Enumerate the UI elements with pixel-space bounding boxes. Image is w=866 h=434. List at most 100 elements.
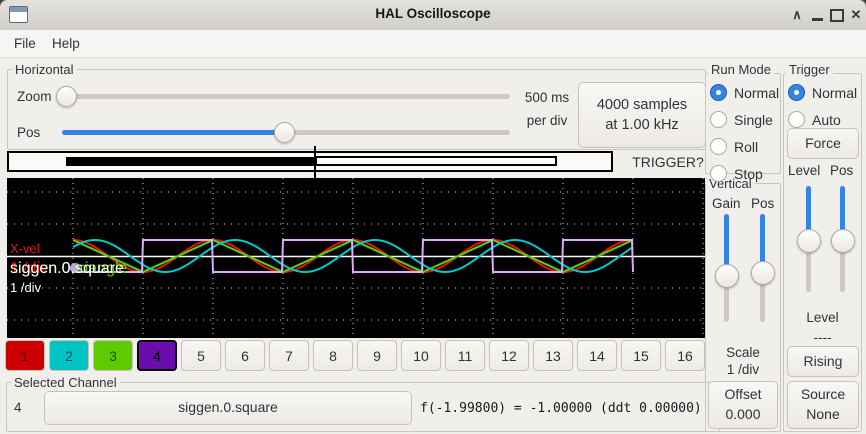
channel-button-13[interactable]: 13 — [533, 340, 573, 371]
trigger-pos-slider-fill — [840, 186, 845, 241]
scope-ch1-name: X-vel — [10, 241, 40, 256]
samples-button[interactable]: 4000 samples at 1.00 kHz — [578, 82, 706, 148]
record-position-bar — [7, 151, 613, 172]
offset-caption: Offset — [724, 386, 762, 403]
selected-channel-frame-label: Selected Channel — [11, 375, 120, 390]
radio-run_mode-stop[interactable]: Stop — [710, 165, 763, 182]
radio-label: Normal — [812, 84, 858, 101]
scope-canvas — [7, 178, 705, 338]
menu-file[interactable]: File — [14, 36, 36, 51]
channel-button-15[interactable]: 15 — [621, 340, 661, 371]
run-mode-frame-label: Run Mode — [708, 62, 774, 77]
channel-button-row: 1 2 3 4 5 6 7 8 9 10 11 12 13 14 15 16 — [5, 340, 705, 371]
channel-button-1[interactable]: 1 — [5, 340, 45, 371]
radio-label: Auto — [812, 111, 841, 128]
radio-run_mode-single[interactable]: Single — [710, 111, 773, 128]
source-caption: Source — [800, 386, 846, 403]
radio-icon[interactable] — [788, 111, 805, 128]
radio-label: Normal — [734, 84, 780, 101]
radio-icon[interactable] — [710, 165, 727, 182]
channel-button-3[interactable]: 3 — [93, 340, 133, 371]
samples-line2: at 1.00 kHz — [605, 117, 679, 133]
record-captured-segment — [66, 157, 315, 166]
trigger-pos-slider-thumb[interactable] — [831, 229, 855, 253]
radio-trigger-auto[interactable]: Auto — [788, 111, 841, 128]
channel-readout: f(-1.99800) = -1.00000 (ddt 0.00000) — [420, 401, 702, 416]
force-button-label: Force — [805, 134, 841, 151]
radio-icon[interactable] — [710, 84, 727, 101]
channel-button-14[interactable]: 14 — [577, 340, 617, 371]
source-button[interactable]: Source None — [787, 381, 859, 429]
channel-name-button[interactable]: siggen.0.square — [44, 391, 412, 425]
minimize-icon[interactable] — [806, 0, 828, 30]
trigger-level-value: ---- — [813, 330, 832, 345]
selected-channel-number: 4 — [14, 400, 22, 415]
pos-slider-thumb[interactable] — [274, 122, 295, 143]
force-button[interactable]: Force — [787, 128, 859, 159]
pos-label: Pos — [17, 125, 41, 140]
trigger-level-slider-thumb[interactable] — [797, 229, 821, 253]
trigger-level-label: Level — [788, 163, 821, 178]
radio-icon[interactable] — [710, 111, 727, 128]
channel-button-4[interactable]: 4 — [137, 340, 177, 371]
radio-label: Single — [734, 111, 773, 128]
vertical-pos-slider-fill — [760, 214, 765, 273]
maximize-icon[interactable] — [826, 0, 848, 30]
channel-button-7[interactable]: 7 — [269, 340, 309, 371]
trigger-status-label: TRIGGER? — [632, 154, 704, 170]
gain-slider-fill — [724, 214, 729, 276]
channel-button-16[interactable]: 16 — [665, 340, 705, 371]
scope-ch3-name: siggen.0.triangle — [10, 260, 128, 277]
menu-help[interactable]: Help — [52, 36, 80, 51]
trigger-position-cursor — [314, 146, 316, 178]
source-value: None — [806, 406, 840, 422]
menubar: File Help — [0, 30, 866, 58]
offset-value: 0.000 — [725, 406, 761, 422]
horizontal-frame-label: Horizontal — [12, 62, 77, 77]
samples-line1: 4000 samples — [596, 96, 688, 113]
radio-icon[interactable] — [710, 138, 727, 155]
channel-button-12[interactable]: 12 — [489, 340, 529, 371]
edge-button[interactable]: Rising — [787, 346, 859, 377]
radio-run_mode-roll[interactable]: Roll — [710, 138, 758, 155]
channel-name-text: siggen.0.square — [178, 399, 278, 416]
channel-button-10[interactable]: 10 — [401, 340, 441, 371]
channel-button-9[interactable]: 9 — [357, 340, 397, 371]
trigger-pos-label: Pos — [830, 163, 854, 178]
scope-display: X-vel siggen.0.triangle 1 /div siggen.0.… — [7, 178, 705, 338]
vertical-gain-label: Gain — [712, 196, 741, 211]
zoom-slider-thumb[interactable] — [56, 86, 77, 107]
radio-run_mode-normal[interactable]: Normal — [710, 84, 779, 101]
time-per-div-caption: per div — [526, 113, 568, 128]
channel-button-6[interactable]: 6 — [225, 340, 265, 371]
trigger-level-slider-fill — [806, 186, 811, 241]
offset-button[interactable]: Offset 0.000 — [708, 381, 778, 429]
channel-button-2[interactable]: 2 — [49, 340, 89, 371]
shade-icon[interactable]: ∧ — [792, 7, 802, 22]
channel-button-5[interactable]: 5 — [181, 340, 221, 371]
window-title: HAL Oscilloscope — [375, 6, 491, 21]
trigger-frame-label: Trigger — [786, 62, 833, 77]
zoom-slider-track[interactable] — [57, 94, 510, 99]
close-icon[interactable]: ✕ — [850, 7, 862, 22]
scope-ch1-scale: 1 /div — [10, 260, 49, 277]
scale-value: 1 /div — [726, 362, 760, 377]
gain-slider-thumb[interactable] — [715, 264, 739, 288]
scope-ch4-scale: 1 /div — [10, 280, 42, 295]
titlebar: HAL Oscilloscope ∧ ✕ — [0, 0, 866, 31]
channel-button-11[interactable]: 11 — [445, 340, 485, 371]
radio-trigger-normal[interactable]: Normal — [788, 84, 857, 101]
zoom-label: Zoom — [17, 89, 52, 104]
scale-caption: Scale — [726, 345, 760, 360]
window-icon — [9, 6, 28, 23]
vertical-pos-label: Pos — [751, 196, 775, 211]
record-pending-segment — [315, 156, 557, 166]
edge-button-label: Rising — [803, 352, 843, 369]
channel-button-8[interactable]: 8 — [313, 340, 353, 371]
radio-icon[interactable] — [788, 84, 805, 101]
vertical-pos-slider-thumb[interactable] — [751, 261, 775, 285]
time-per-div-value: 500 ms — [524, 90, 570, 105]
scope-overlapped-labels: siggen.0.triangle 1 /div siggen.0.square — [10, 260, 150, 277]
trigger-level-caption: Level — [806, 310, 839, 325]
